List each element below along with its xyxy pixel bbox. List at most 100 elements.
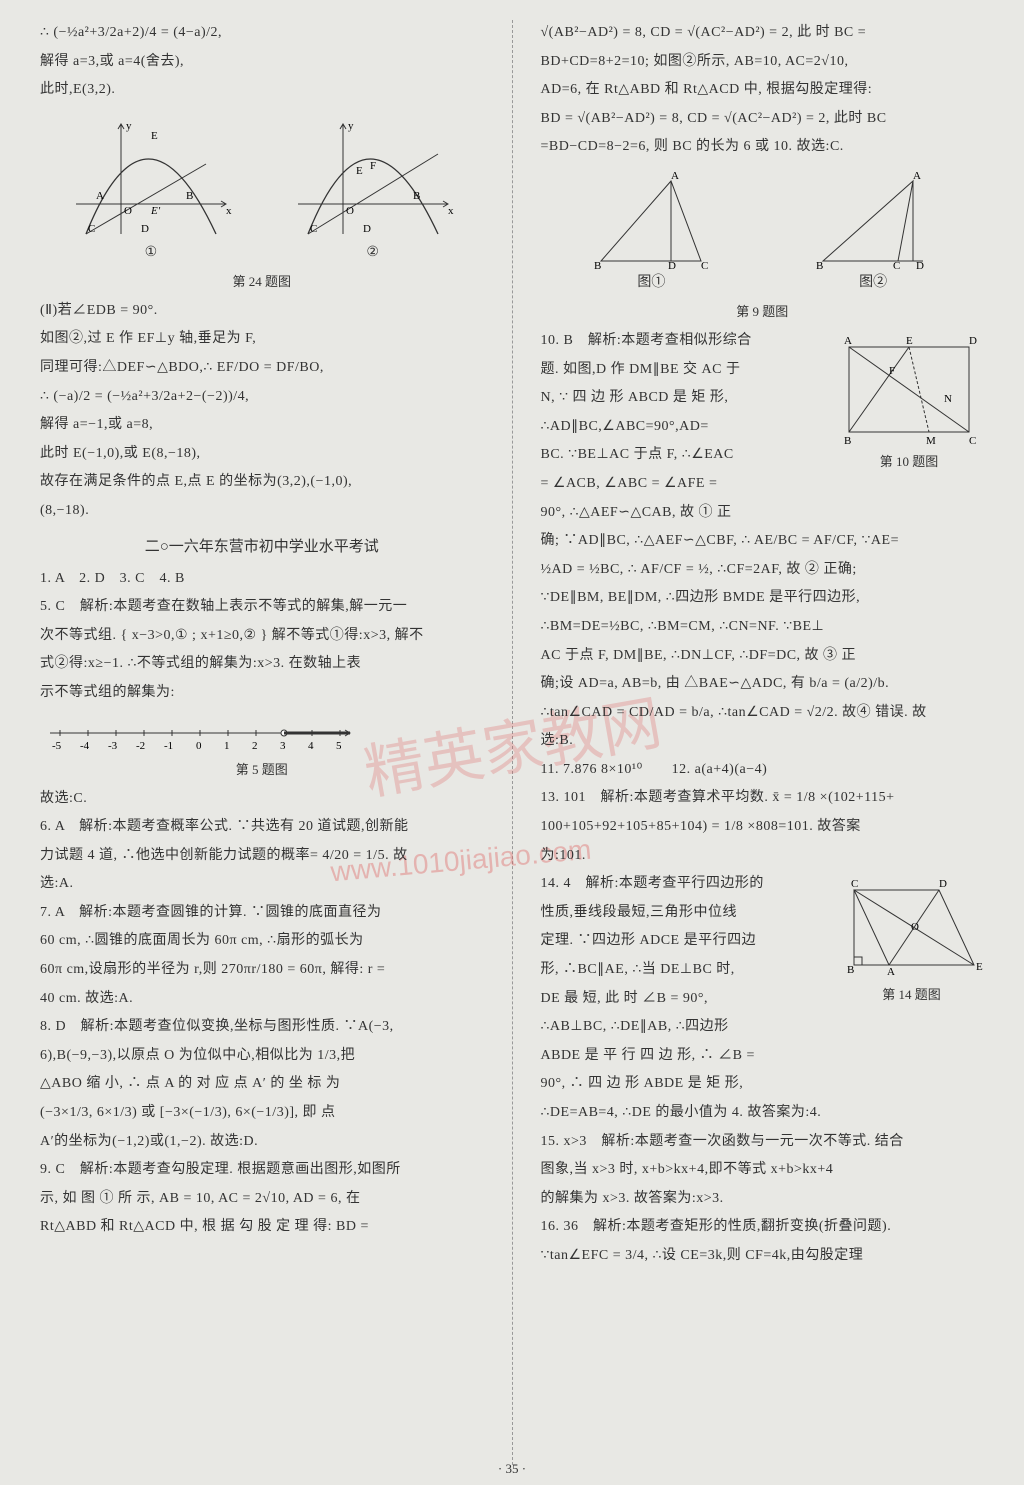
svg-text:C: C (969, 435, 976, 447)
svg-text:D: D (939, 878, 947, 890)
q10-line: ∵DE∥BM, BE∥DM, ∴四边形 BMDE 是平行四边形, (541, 585, 985, 612)
svg-text:E′: E′ (150, 205, 161, 217)
svg-text:B: B (186, 190, 193, 202)
numberline-label: 第 5 题图 (40, 759, 484, 778)
q16-line: 16. 36 解析:本题考查矩形的性质,翻折变换(折叠问题). (541, 1214, 985, 1241)
q9-line: 9. C 解析:本题考查勾股定理. 根据题意画出图形,如图所 (40, 1157, 484, 1184)
svg-text:F: F (889, 365, 895, 377)
svg-text:O: O (124, 205, 132, 217)
q13-line: 为:101. (541, 843, 985, 870)
q6-line: 选:A. (40, 871, 484, 898)
figure-24-row: O x y A B E C D E′ ① (40, 114, 484, 261)
figure-14-label: 第 14 题图 (839, 984, 984, 1003)
figure-14: C D E B A O 第 14 题图 (839, 875, 984, 1011)
svg-text:N: N (944, 393, 952, 405)
triangle-2: A B C D 图② (808, 171, 938, 291)
left-column: ∴ (−½a²+3/2a+2)/4 = (4−a)/2, 解得 a=3,或 a=… (40, 20, 484, 1465)
svg-text:5: 5 (336, 740, 342, 752)
svg-text:A: A (844, 335, 852, 347)
svg-text:C: C (851, 878, 858, 890)
svg-text:E: E (151, 130, 158, 142)
two-column-layout: ∴ (−½a²+3/2a+2)/4 = (4−a)/2, 解得 a=3,或 a=… (40, 20, 984, 1465)
svg-text:4: 4 (308, 740, 314, 752)
figure-24-label: 第 24 题图 (40, 271, 484, 290)
q11-q12: 11. 7.876 8×10¹⁰ 12. a(a+4)(a−4) (541, 757, 985, 784)
q10-line: 确; ∵AD∥BC, ∴△AEF∽△CBF, ∴ AE/BC = AF/CF, … (541, 528, 985, 555)
q6-line: 力试题 4 道, ∴他选中创新能力试题的概率= 4/20 = 1/5. 故 (40, 843, 484, 870)
svg-text:C: C (310, 223, 317, 235)
q15-line: 图象,当 x>3 时, x+b>kx+4,即不等式 x+b>kx+4 (541, 1157, 985, 1184)
q8-line: 8. D 解析:本题考查位似变换,坐标与图形性质. ∵A(−3, (40, 1014, 484, 1041)
svg-text:y: y (126, 120, 132, 132)
q5-line: 次不等式组. { x−3>0,① ; x+1≥0,② } 解不等式①得:x>3,… (40, 623, 484, 650)
svg-text:C: C (893, 260, 900, 271)
svg-text:E: E (976, 961, 983, 973)
svg-text:A: A (913, 171, 921, 182)
math-line: =BD−CD=8−2=6, 则 BC 的长为 6 或 10. 故选:C. (541, 134, 985, 161)
triangle-2-caption: 图② (808, 271, 938, 291)
math-line: 如图②,过 E 作 EF⊥y 轴,垂足为 F, (40, 326, 484, 353)
svg-text:D: D (668, 260, 676, 271)
q10-line: 90°, ∴△AEF∽△CAB, 故 ① 正 (541, 500, 985, 527)
math-line: 此时,E(3,2). (40, 77, 484, 104)
svg-text:B: B (844, 435, 851, 447)
svg-text:E: E (906, 335, 913, 347)
svg-text:-4: -4 (80, 740, 90, 752)
math-line: √(AB²−AD²) = 8, CD = √(AC²−AD²) = 2, 此 时… (541, 20, 985, 47)
svg-text:x: x (226, 205, 232, 217)
q7-line: 60π cm,设扇形的半径为 r,则 270πr/180 = 60π, 解得: … (40, 957, 484, 984)
figure-9-label: 第 9 题图 (541, 301, 985, 320)
math-line: (Ⅱ)若∠EDB = 90°. (40, 298, 484, 325)
graph-caption-2: ② (288, 244, 458, 261)
svg-text:O: O (346, 205, 354, 217)
svg-text:O: O (911, 921, 919, 933)
q8-line: A′的坐标为(−1,2)或(1,−2). 故选:D. (40, 1129, 484, 1156)
svg-text:-5: -5 (52, 740, 62, 752)
figure-10: A E D B M C F N 第 10 题图 (834, 332, 984, 478)
right-column: √(AB²−AD²) = 8, CD = √(AC²−AD²) = 2, 此 时… (541, 20, 985, 1465)
math-line: 解得 a=−1,或 a=8, (40, 412, 484, 439)
q15-line: 15. x>3 解析:本题考查一次函数与一元一次不等式. 结合 (541, 1129, 985, 1156)
svg-text:B: B (594, 260, 601, 271)
q10-line: 确;设 AD=a, AB=b, 由 △BAE∽△ADC, 有 b/a = (a/… (541, 671, 985, 698)
parabola-svg-1: O x y A B E C D E′ (66, 114, 236, 244)
q7-line: 40 cm. 故选:A. (40, 986, 484, 1013)
math-line: ∴ (−½a²+3/2a+2)/4 = (4−a)/2, (40, 20, 484, 47)
q7-line: 7. A 解析:本题考查圆锥的计算. ∵圆锥的底面直径为 (40, 900, 484, 927)
q9-line: Rt△ABD 和 Rt△ACD 中, 根 据 勾 股 定 理 得: BD = (40, 1214, 484, 1241)
parabola-graph-2: O x y E F C D B ② (288, 114, 458, 261)
q5-line: 故选:C. (40, 786, 484, 813)
q6-line: 6. A 解析:本题考查概率公式. ∵共选有 20 道试题,创新能 (40, 814, 484, 841)
math-line: (8,−18). (40, 498, 484, 525)
q8-line: 6),B(−9,−3),以原点 O 为位似中心,相似比为 1/3,把 (40, 1043, 484, 1070)
svg-text:D: D (141, 223, 149, 235)
svg-text:A: A (96, 190, 104, 202)
q10-line: ½AD = ½BC, ∴ AF/CF = ½, ∴CF=2AF, 故 ② 正确; (541, 557, 985, 584)
q5-line: 5. C 解析:本题考查在数轴上表示不等式的解集,解一元一 (40, 594, 484, 621)
svg-text:y: y (348, 120, 354, 132)
q10-line: AC 于点 F, DM∥BE, ∴DN⊥CF, ∴DF=DC, 故 ③ 正 (541, 643, 985, 670)
svg-text:D: D (916, 260, 924, 271)
svg-text:M: M (926, 435, 936, 447)
q10-line: 选:B. (541, 728, 985, 755)
page-number: · 35 · (498, 1461, 526, 1477)
svg-text:E: E (356, 165, 363, 177)
svg-text:3: 3 (280, 740, 286, 752)
svg-text:-1: -1 (164, 740, 173, 752)
q5-line: 示不等式组的解集为: (40, 680, 484, 707)
math-line: 故存在满足条件的点 E,点 E 的坐标为(3,2),(−1,0), (40, 469, 484, 496)
svg-text:C: C (88, 223, 95, 235)
q5-line: 式②得:x≥−1. ∴不等式组的解集为:x>3. 在数轴上表 (40, 651, 484, 678)
math-line: 此时 E(−1,0),或 E(8,−18), (40, 441, 484, 468)
q14-line: ABDE 是 平 行 四 边 形, ∴ ∠B = (541, 1043, 985, 1070)
q14-line: ∴DE=AB=4, ∴DE 的最小值为 4. 故答案为:4. (541, 1100, 985, 1127)
parabola-graph-1: O x y A B E C D E′ ① (66, 114, 236, 261)
svg-text:D: D (969, 335, 977, 347)
q10-line: ∴tan∠CAD = CD/AD = b/a, ∴tan∠CAD = √2/2.… (541, 700, 985, 727)
q14-line: 90°, ∴ 四 边 形 ABDE 是 矩 形, (541, 1071, 985, 1098)
q10-line: ∴BM=DE=½BC, ∴BM=CM, ∴CN=NF. ∵BE⊥ (541, 614, 985, 641)
parabola-svg-2: O x y E F C D B (288, 114, 458, 244)
math-line: 同理可得:△DEF∽△BDO,∴ EF/DO = DF/BO, (40, 355, 484, 382)
svg-text:x: x (448, 205, 454, 217)
svg-text:-3: -3 (108, 740, 118, 752)
